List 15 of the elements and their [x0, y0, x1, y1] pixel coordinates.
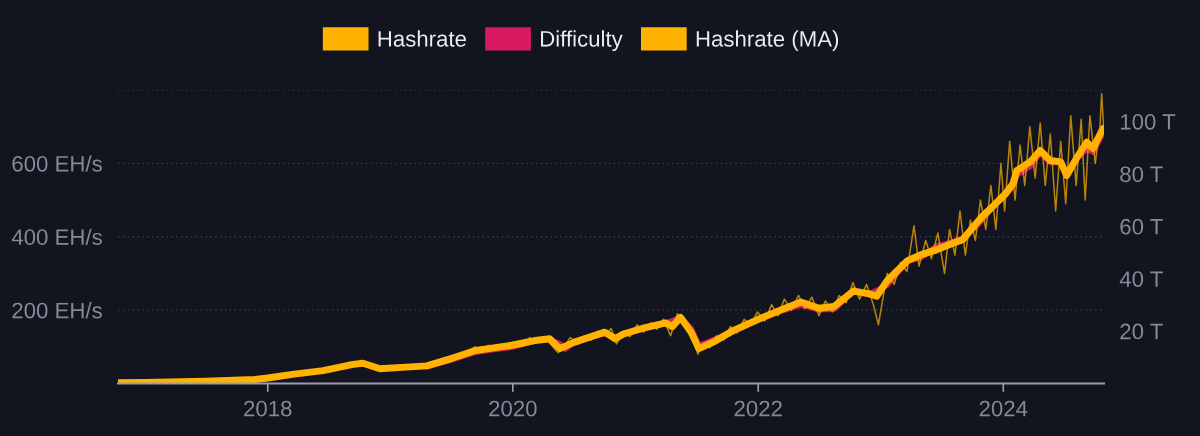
- y2-tick-label: 100 T: [1120, 113, 1176, 130]
- y2-tick-label: 40 T: [1119, 271, 1163, 287]
- y-tick-label: 600 EH/s: [12, 155, 102, 172]
- y-tick-label: 200 EH/s: [12, 302, 102, 319]
- x-tick-label: 2018: [244, 400, 292, 417]
- y2-tick-label: 60 T: [1120, 218, 1163, 235]
- legend-label: Hashrate: [378, 30, 466, 47]
- y2-tick-label: 80 T: [1120, 166, 1163, 183]
- x-tick-label: 2024: [979, 400, 1028, 417]
- y2-tick-label: 20 T: [1120, 323, 1163, 340]
- x-tick-label: 2020: [489, 400, 537, 417]
- y-tick-label: 400 EH/s: [11, 228, 102, 246]
- legend-label: Hashrate (MA): [696, 30, 839, 52]
- x-tick-label: 2022: [734, 400, 782, 417]
- legend-label: Difficulty: [540, 30, 623, 52]
